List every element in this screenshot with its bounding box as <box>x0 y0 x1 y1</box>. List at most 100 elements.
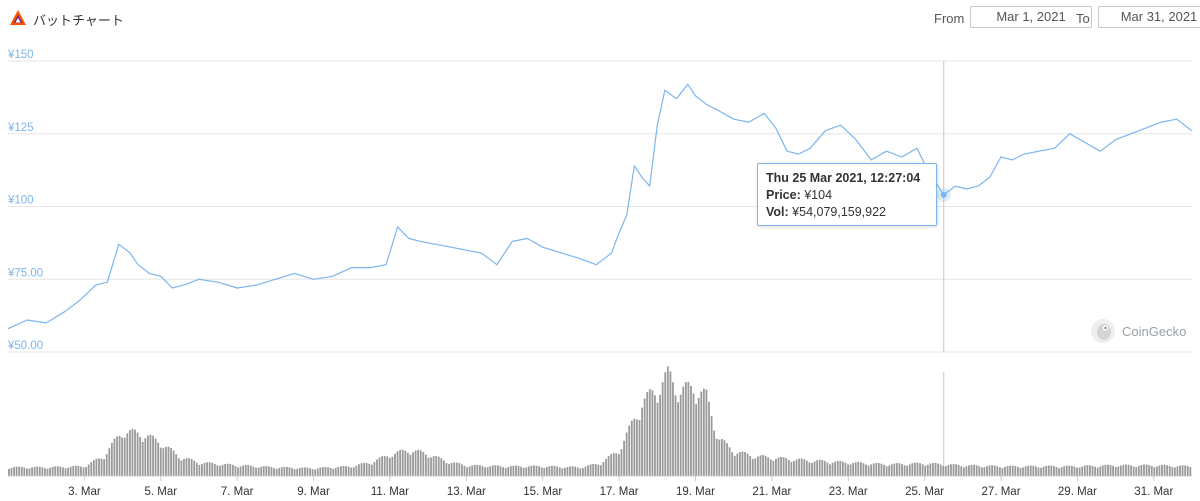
volume-bar <box>424 454 427 476</box>
volume-bar <box>1058 468 1060 476</box>
volume-bar <box>329 467 332 476</box>
volume-bar <box>829 464 831 476</box>
volume-bar <box>136 432 139 476</box>
volume-bar <box>54 466 57 476</box>
volume-bar <box>23 467 26 476</box>
volume-bar <box>777 457 780 476</box>
volume-bar <box>502 467 504 476</box>
volume-bar <box>607 456 610 476</box>
volume-bar <box>67 467 69 476</box>
volume-bar <box>82 467 85 476</box>
volume-bar <box>358 464 360 476</box>
tooltip-price-row: Price: ¥104 <box>766 187 928 204</box>
volume-bar <box>249 465 252 476</box>
volume-bar <box>159 447 162 476</box>
volume-bar <box>1166 465 1169 476</box>
volume-bar <box>952 463 955 476</box>
to-date-input[interactable]: Mar 31, 2021 <box>1098 6 1200 28</box>
volume-bar <box>579 468 582 476</box>
volume-bar <box>376 459 378 476</box>
volume-bar <box>458 463 461 476</box>
volume-bar <box>597 464 600 476</box>
volume-bar <box>213 463 216 476</box>
volume-bar <box>919 463 921 476</box>
volume-bar <box>648 389 651 476</box>
x-tick-label: 31. Mar <box>1134 486 1173 498</box>
volume-bar <box>229 464 232 476</box>
volume-bar <box>533 465 535 476</box>
volume-bar <box>33 466 36 476</box>
volume-bar <box>491 465 494 476</box>
volume-bar <box>1101 465 1104 476</box>
x-tick-label: 23. Mar <box>829 486 868 498</box>
volume-bar <box>823 461 826 476</box>
volume-bar <box>118 436 121 476</box>
volume-bar <box>347 466 350 476</box>
volume-bar <box>401 449 404 476</box>
volume-bar <box>1163 464 1166 476</box>
volume-bar <box>803 459 806 476</box>
volume-bar <box>473 464 476 476</box>
volume-bar <box>162 448 165 476</box>
volume-bar <box>880 463 883 476</box>
volume-bar <box>224 463 227 476</box>
volume-bar <box>391 456 394 476</box>
volume-bar <box>592 463 595 476</box>
volume-bar <box>1014 466 1017 476</box>
volume-bar <box>1173 467 1176 476</box>
volume-bar <box>862 463 865 476</box>
volume-bar <box>394 453 396 476</box>
volume-bar <box>571 466 574 476</box>
volume-bar <box>481 466 484 476</box>
volume-bar <box>123 437 126 476</box>
volume-bar <box>352 467 355 476</box>
volume-bar <box>301 467 304 476</box>
volume-bar <box>340 466 342 476</box>
volume-bar <box>1073 466 1076 476</box>
volume-bar <box>751 458 754 476</box>
volume-bar <box>1037 467 1040 476</box>
volume-bar <box>285 466 288 476</box>
volume-bar <box>939 464 942 476</box>
volume-bar <box>700 391 703 476</box>
volume-bar <box>713 430 716 476</box>
volume-bar <box>1109 465 1112 476</box>
volume-bar <box>126 433 129 476</box>
volume-bar <box>486 467 489 476</box>
volume-bar <box>15 466 18 476</box>
to-label: To <box>1076 11 1090 26</box>
volume-bar <box>674 395 677 476</box>
volume-bar <box>103 459 106 476</box>
volume-bar <box>74 465 77 476</box>
volume-bar <box>59 466 62 476</box>
volume-bar <box>535 465 538 476</box>
from-date-input[interactable]: Mar 1, 2021 <box>970 6 1092 28</box>
volume-bar <box>666 366 669 476</box>
volume-bar <box>576 467 579 476</box>
volume-bar <box>319 467 322 476</box>
volume-bar <box>715 438 718 476</box>
volume-bar <box>914 462 916 476</box>
volume-bar <box>630 420 633 476</box>
volume-bar <box>826 462 829 476</box>
volume-bar <box>211 462 214 476</box>
volume-bar <box>893 463 896 476</box>
x-tick-label: 15. Mar <box>523 486 562 498</box>
x-tick-label: 17. Mar <box>600 486 639 498</box>
volume-bar <box>1176 466 1179 476</box>
volume-bar <box>378 457 381 476</box>
volume-bar <box>183 459 185 476</box>
volume-bar <box>432 456 435 476</box>
y-tick-label: ¥150 <box>7 49 34 61</box>
volume-bar <box>154 438 157 476</box>
volume-bar <box>1034 466 1037 476</box>
volume-bar <box>643 398 646 476</box>
volume-bar <box>872 463 875 476</box>
volume-bar <box>1040 467 1042 476</box>
x-tick-label: 25. Mar <box>905 486 944 498</box>
volume-bar <box>1083 465 1086 476</box>
y-tick-label: ¥50.00 <box>7 340 43 352</box>
volume-bar <box>345 466 347 476</box>
volume-bar <box>185 458 188 476</box>
